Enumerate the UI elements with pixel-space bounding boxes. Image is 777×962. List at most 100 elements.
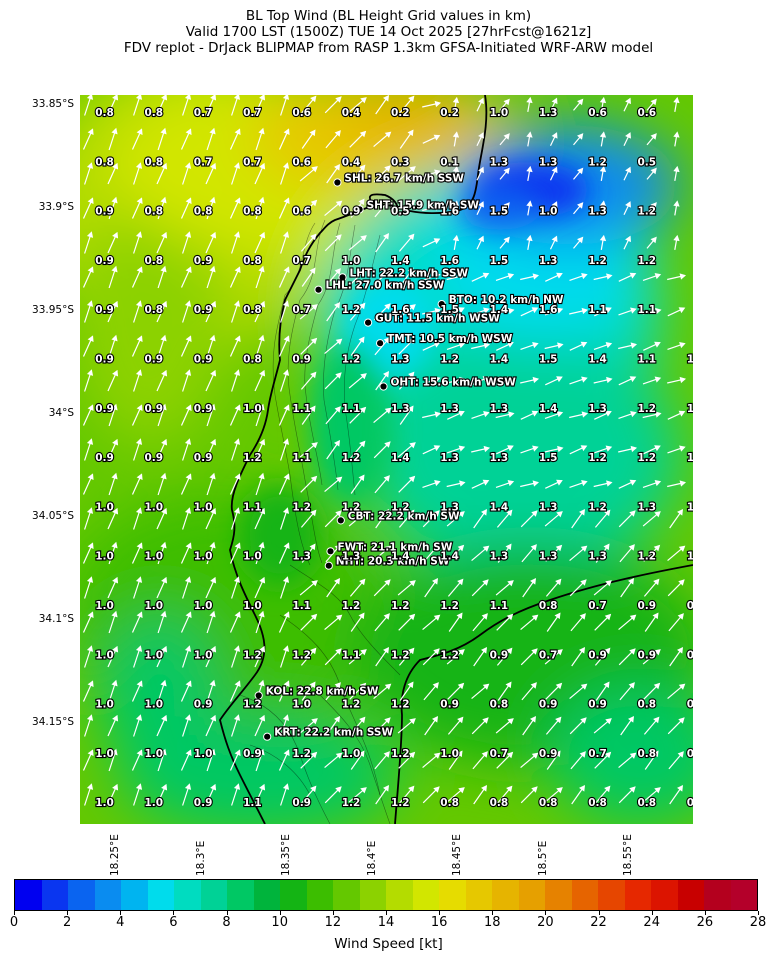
wind-arrow-head xyxy=(579,613,586,620)
wind-arrow-head xyxy=(259,231,266,239)
wind-map[interactable]: SHL: 26.7 km/h SSW SHT: 15.9 km/h SW LHT: … xyxy=(80,95,693,824)
bl-height-value: 1.5 xyxy=(539,354,558,366)
wind-arrow-head xyxy=(629,510,636,517)
bl-height-value: 0.9 xyxy=(687,600,693,612)
station-cbt[interactable]: CBT: 22.2 km/h SW xyxy=(336,509,461,525)
wind-arrow-head xyxy=(358,474,365,482)
wind-arrow-head xyxy=(282,576,290,583)
station-marker xyxy=(324,561,333,570)
station-marker xyxy=(376,339,385,348)
wind-arrow-head xyxy=(334,163,341,171)
wind-arrow-head xyxy=(359,716,366,724)
wind-arrow-head xyxy=(360,511,367,518)
bl-height-value: 0.6 xyxy=(292,206,311,218)
wind-arrow-head xyxy=(599,96,607,104)
wind-arrow-head xyxy=(184,576,192,583)
station-tmt[interactable]: TMT: 10.5 km/h WSW xyxy=(376,332,514,348)
wind-arrow-head xyxy=(383,646,390,654)
colorbar-label: Wind Speed [kt] xyxy=(334,936,443,952)
wind-arrow-head xyxy=(135,507,143,514)
colorbar-segment xyxy=(227,880,254,910)
bl-height-value: 1.3 xyxy=(440,501,459,513)
bl-height-value: 0.9 xyxy=(95,255,114,267)
wind-arrow-head xyxy=(335,372,342,379)
bl-height-value: 1.2 xyxy=(440,600,459,612)
wind-arrow-head xyxy=(136,335,143,342)
wind-arrow-head xyxy=(184,438,192,445)
wind-arrow-head xyxy=(258,748,265,756)
wind-arrow-head xyxy=(503,236,510,244)
bl-height-value: 1.2 xyxy=(243,699,262,711)
bl-height-value: 0.9 xyxy=(194,304,213,316)
station-nht[interactable]: NHT: 20.3 km/h SW xyxy=(324,555,451,570)
bl-height-value: 0.6 xyxy=(588,107,607,119)
bl-height-value: 0.8 xyxy=(243,255,262,267)
bl-height-value: 1.0 xyxy=(194,649,213,661)
bl-height-value: 0.5 xyxy=(391,206,410,218)
wind-arrow-head xyxy=(111,265,118,273)
wind-arrow-head xyxy=(678,545,686,552)
bl-height-value: 1.3 xyxy=(687,501,693,513)
station-kol[interactable]: KOL: 22.8 km/h SW xyxy=(254,684,380,700)
wind-arrow-head xyxy=(599,200,607,207)
wind-arrow-head xyxy=(311,580,318,587)
bl-height-value: 0.8 xyxy=(144,107,163,119)
station-sht[interactable]: SHT: 15.9 km/h SW xyxy=(355,198,481,214)
wind-arrow-head xyxy=(160,679,167,687)
wind-arrow-head xyxy=(629,786,636,793)
bl-height-value: 1.2 xyxy=(637,551,656,563)
wind-arrow-head xyxy=(482,545,490,552)
wind-arrow-head xyxy=(259,714,266,722)
wind-arrow-head xyxy=(310,199,318,207)
station-oht[interactable]: OHT: 15.6 km/h WSW xyxy=(379,375,517,391)
station-label: TMT: 10.5 km/h WSW xyxy=(387,333,513,345)
station-bto[interactable]: BTO: 10.2 km/h NW xyxy=(437,293,565,309)
wind-arrow-head xyxy=(432,682,439,689)
bl-height-value: 0.9 xyxy=(588,649,607,661)
bl-height-value: 1.0 xyxy=(95,501,114,513)
station-krt[interactable]: KRT: 22.2 km/h SSW xyxy=(263,726,395,741)
station-shl[interactable]: SHL: 26.7 km/h SSW xyxy=(333,171,465,187)
wind-arrow-head xyxy=(233,576,241,583)
wind-arrow-head xyxy=(409,442,416,449)
bl-height-value: 0.8 xyxy=(687,699,693,711)
wind-arrow-head xyxy=(136,128,143,135)
wind-arrow-head xyxy=(358,612,365,620)
wind-arrow-head xyxy=(259,645,266,653)
wind-arrow-head xyxy=(112,438,119,446)
wind-arrow-head xyxy=(160,334,167,342)
station-lht[interactable]: LHT: 22.2 km/h SSW xyxy=(338,266,470,282)
wind-arrow-head xyxy=(87,611,94,618)
colorbar-segment xyxy=(386,880,413,910)
wind-arrow-head xyxy=(581,411,589,418)
wind-arrow-head xyxy=(209,541,216,549)
station-gut[interactable]: GUT: 11.5 km/h WSW xyxy=(364,312,501,327)
bl-height-value: 0.8 xyxy=(243,304,262,316)
wind-arrow-head xyxy=(259,369,266,377)
bl-height-value: 1.6 xyxy=(440,255,459,267)
wind-arrow-head xyxy=(481,508,488,516)
wind-arrow-head xyxy=(654,273,662,280)
wind-arrow-head xyxy=(111,472,118,480)
wind-arrow-head xyxy=(599,131,607,138)
wind-arrow-head xyxy=(335,234,342,241)
bl-height-value: 1.3 xyxy=(588,206,607,218)
bl-height-value: 0.7 xyxy=(194,156,213,168)
wind-arrow-head xyxy=(161,783,168,791)
bl-height-value: 1.5 xyxy=(539,452,558,464)
station-lhl[interactable]: LHL: 27.0 km/h SSW xyxy=(314,279,446,294)
wind-arrow-head xyxy=(87,197,94,204)
wind-arrow-head xyxy=(160,610,167,618)
wind-arrow-head xyxy=(532,273,540,280)
bl-height-value: 0.9 xyxy=(292,354,311,366)
coastline xyxy=(219,95,693,824)
bl-height-value: 0.7 xyxy=(292,255,311,267)
wind-arrow-head xyxy=(673,131,680,138)
wind-arrow-head xyxy=(161,95,168,101)
bl-height-value: 0.8 xyxy=(687,649,693,661)
bl-height-value: 0.4 xyxy=(342,107,361,119)
bl-height-values: 0.8 0.8 0.7 0.7 0.6 0.4 0.2 0.2 1.0 1.3 0.6 0.6 0.8 0… xyxy=(94,106,693,810)
wind-arrow-head xyxy=(625,132,631,139)
wind-arrow-head xyxy=(532,342,539,349)
station-fwt[interactable]: FWT: 21.1 km/h SW xyxy=(326,540,454,556)
